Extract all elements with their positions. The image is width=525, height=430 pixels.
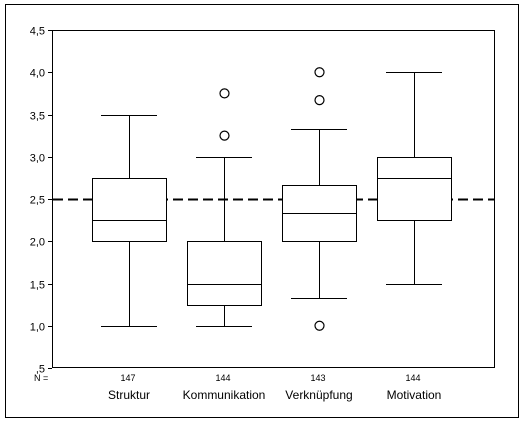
y-tick-label: 1,5 bbox=[30, 280, 45, 292]
n-count-label: 144 bbox=[405, 373, 420, 383]
interquartile-box bbox=[92, 178, 167, 242]
plot-area bbox=[52, 30, 495, 368]
y-tick-label: ,5 bbox=[36, 364, 45, 376]
box-verknüpfung bbox=[282, 67, 357, 331]
y-tick-label: 2,5 bbox=[30, 195, 45, 207]
y-tick-label: 4,0 bbox=[30, 68, 45, 80]
outlier-point bbox=[314, 67, 325, 78]
category-label: Motivation bbox=[387, 388, 442, 402]
box-kommunikation bbox=[187, 88, 262, 327]
outlier-point bbox=[314, 95, 325, 106]
n-prefix-label: N = bbox=[34, 373, 48, 383]
y-tick-label: 3,5 bbox=[30, 111, 45, 123]
outlier-point bbox=[219, 88, 230, 99]
y-axis: ,5 1,0 1,5 2,0 2,5 3,0 3,5 4,0 4,5 bbox=[30, 26, 52, 376]
outlier-point bbox=[219, 130, 230, 141]
interquartile-box bbox=[187, 241, 262, 306]
y-tick-label: 3,0 bbox=[30, 153, 45, 165]
n-labels: 147 144 143 144 bbox=[120, 373, 420, 383]
box-struktur bbox=[92, 115, 167, 327]
category-labels: Struktur Kommunikation Verknüpfung Motivati… bbox=[108, 388, 441, 402]
box-motivation bbox=[377, 72, 452, 285]
interquartile-box bbox=[377, 157, 452, 221]
category-label: Struktur bbox=[108, 388, 150, 402]
category-label: Verknüpfung bbox=[285, 388, 352, 402]
outlier-point bbox=[314, 320, 325, 331]
n-count-label: 143 bbox=[310, 373, 325, 383]
n-count-label: 147 bbox=[120, 373, 135, 383]
category-label: Kommunikation bbox=[183, 388, 266, 402]
boxes-layer bbox=[92, 67, 452, 331]
n-count-label: 144 bbox=[215, 373, 230, 383]
y-tick-label: 2,0 bbox=[30, 237, 45, 249]
y-tick-label: 1,0 bbox=[30, 322, 45, 334]
y-tick-label: 4,5 bbox=[30, 26, 45, 38]
